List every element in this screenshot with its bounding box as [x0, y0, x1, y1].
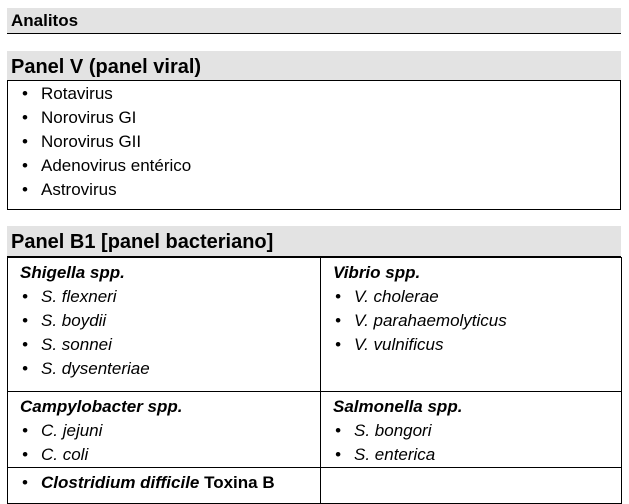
- list-item: S. flexneri: [8, 285, 320, 309]
- list-item: V. parahaemolyticus: [321, 309, 621, 333]
- shigella-cell: Shigella spp. S. flexneri S. boydii S. s…: [7, 257, 321, 392]
- table-row: Clostridium difficile Toxina B: [7, 467, 622, 504]
- list-item: V. vulnificus: [321, 333, 621, 357]
- shigella-title: Shigella spp.: [20, 263, 125, 282]
- list-item: S. sonnei: [8, 333, 320, 357]
- campylobacter-cell: Campylobacter spp. C. jejuni C. coli: [7, 391, 321, 468]
- clostridium-item: Clostridium difficile Toxina B: [8, 471, 320, 495]
- list-item: Norovirus GI: [8, 106, 620, 130]
- list-item: Norovirus GII: [8, 130, 620, 154]
- panel-v-heading: Panel V (panel viral): [7, 51, 621, 81]
- vibrio-title: Vibrio spp.: [333, 263, 421, 282]
- list-item: Adenovirus entérico: [8, 154, 620, 178]
- clostridium-organism: Clostridium difficile: [41, 473, 200, 492]
- panel-b1-table: Shigella spp. S. flexneri S. boydii S. s…: [7, 257, 622, 504]
- clostridium-toxin: Toxina B: [199, 473, 275, 492]
- vibrio-cell: Vibrio spp. V. cholerae V. parahaemolyti…: [320, 257, 622, 392]
- empty-cell: [320, 467, 622, 504]
- list-item: Rotavirus: [8, 82, 620, 106]
- list-item: C. jejuni: [8, 419, 320, 443]
- list-item: Astrovirus: [8, 178, 620, 202]
- salmonella-title: Salmonella spp.: [333, 397, 463, 416]
- list-item: S. dysenteriae: [8, 357, 320, 381]
- list-item: S. boydii: [8, 309, 320, 333]
- table-row: Campylobacter spp. C. jejuni C. coli Sal…: [7, 391, 622, 468]
- salmonella-cell: Salmonella spp. S. bongori S. enterica: [320, 391, 622, 468]
- analitos-heading: Analitos: [7, 8, 621, 34]
- panel-v-list-box: Rotavirus Norovirus GI Norovirus GII Ade…: [7, 81, 621, 210]
- list-item: S. bongori: [321, 419, 621, 443]
- panel-b1-heading: Panel B1 [panel bacteriano]: [7, 226, 621, 257]
- table-row: Shigella spp. S. flexneri S. boydii S. s…: [7, 257, 622, 392]
- list-item: S. enterica: [321, 443, 621, 467]
- clostridium-cell: Clostridium difficile Toxina B: [7, 467, 321, 504]
- list-item: C. coli: [8, 443, 320, 467]
- list-item: V. cholerae: [321, 285, 621, 309]
- campylobacter-title: Campylobacter spp.: [20, 397, 183, 416]
